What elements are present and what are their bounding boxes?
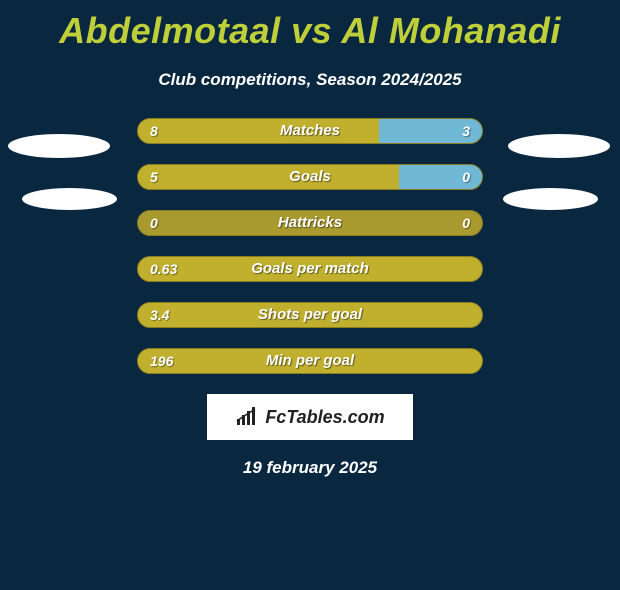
chart-icon — [235, 407, 259, 427]
stat-bar-goals-per-match: 0.63Goals per match — [137, 256, 483, 282]
bar-label: Goals per match — [138, 257, 482, 281]
club-badge-placeholder — [508, 134, 610, 158]
stat-bar-hattricks: 00Hattricks — [137, 210, 483, 236]
stat-bar-shots-per-goal: 3.4Shots per goal — [137, 302, 483, 328]
date-text: 19 february 2025 — [0, 458, 620, 478]
stat-bar-goals: 50Goals — [137, 164, 483, 190]
comparison-chart: 83Matches 50Goals 00Hattricks 0.63Goals per… — [0, 118, 620, 374]
bar-label: Shots per goal — [138, 303, 482, 327]
club-badge-placeholder — [503, 188, 598, 210]
logo-text: FcTables.com — [265, 407, 384, 428]
subtitle: Club competitions, Season 2024/2025 — [0, 70, 620, 90]
bar-label: Goals — [138, 165, 482, 189]
bar-label: Hattricks — [138, 211, 482, 235]
bar-label: Min per goal — [138, 349, 482, 373]
club-badge-placeholder — [22, 188, 117, 210]
bar-label: Matches — [138, 119, 482, 143]
logo-box: FcTables.com — [207, 394, 413, 440]
stat-bar-min-per-goal: 196Min per goal — [137, 348, 483, 374]
club-badge-placeholder — [8, 134, 110, 158]
stat-bar-matches: 83Matches — [137, 118, 483, 144]
page-title: Abdelmotaal vs Al Mohanadi — [0, 10, 620, 52]
